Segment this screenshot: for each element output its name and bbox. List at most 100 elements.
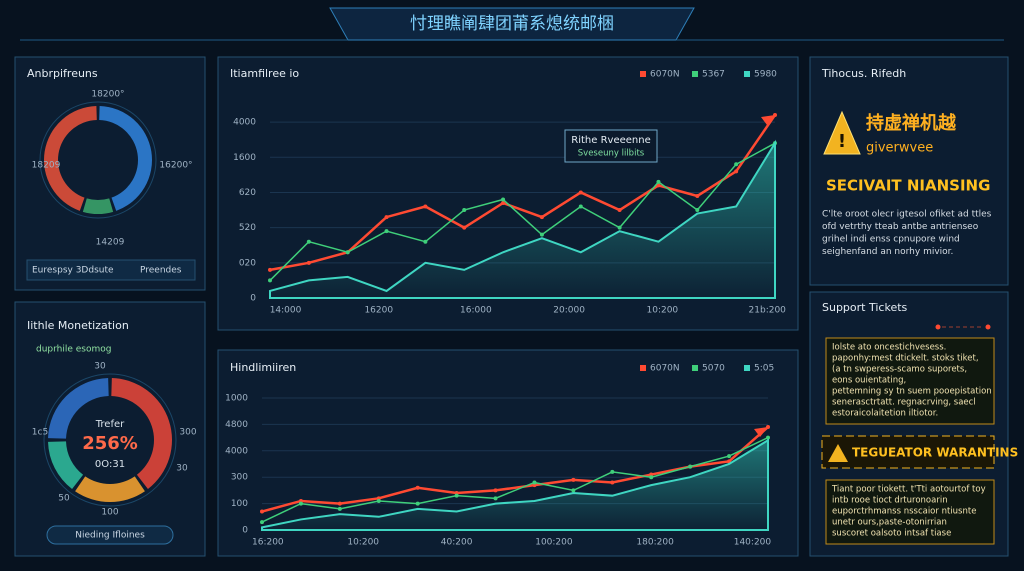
pie-slice [75, 476, 145, 503]
chart-title: Itiamfilree io [230, 67, 299, 80]
legend-swatch [640, 71, 646, 77]
status-dot [935, 324, 941, 330]
x-tick-label: 10:200 [347, 538, 379, 548]
point [539, 232, 544, 237]
point [337, 501, 342, 506]
ticket-box [825, 337, 995, 425]
point [617, 225, 622, 230]
status-dot [985, 324, 991, 330]
pie-slice [111, 378, 173, 490]
ring-label: 50 [58, 494, 70, 504]
point [298, 501, 303, 506]
point [337, 506, 342, 511]
point [345, 250, 350, 255]
warning-icon-mark: ! [838, 131, 846, 152]
y-tick-label: 300 [231, 473, 248, 483]
y-tick-label: 1000 [225, 394, 248, 404]
warning-strip [821, 435, 995, 469]
text-line: euporctrhmanss nsscaior ntiusnte [832, 507, 976, 517]
point [539, 215, 544, 220]
footer-label: Preendes [140, 266, 182, 276]
legend-swatch [692, 71, 698, 77]
annotation-text: Sveseuny lilbits [578, 149, 645, 159]
point [734, 169, 739, 174]
x-tick-label: 16:200 [252, 538, 284, 548]
text-line: (a tn swperess-scamo suporets, [832, 365, 967, 375]
header-title: 忖理瞧阐肆团莆系熄统邮梱 [410, 14, 614, 34]
notice-text: Tiant poor tiokett. t'Tti aotourtof toyi… [831, 485, 986, 539]
ring-label: 300 [179, 428, 196, 438]
point [532, 480, 537, 485]
text-line: ofd vetrthy tteab antbe antrienseo [822, 222, 979, 232]
center-label: Trefer [95, 419, 125, 430]
legend-label: 6070N [650, 364, 680, 374]
text-line: Tiant poor tiokett. t'Tti aotourtof toy [831, 485, 986, 495]
text-line: paponhy:mest dtickelt. stoks tiket, [832, 354, 979, 364]
ticket-text: Iolste ato oncestichvesess.paponhy:mest … [832, 343, 992, 419]
point [415, 485, 420, 490]
point [268, 278, 272, 283]
x-tick-label: 100:200 [535, 538, 573, 548]
x-tick-label: 40:200 [441, 538, 473, 548]
point [306, 239, 311, 244]
point [656, 179, 661, 184]
warning-icon [828, 444, 848, 462]
text-line: unetr ours,paste-otonirrian [832, 518, 947, 528]
text-line: senerasctrtatt. regnacrving, saecl [832, 398, 976, 408]
point [384, 229, 389, 234]
footer-bar [26, 259, 196, 281]
area [261, 438, 769, 531]
pie-slice [48, 378, 109, 439]
chart-title: Anbrpifreuns [27, 67, 98, 80]
x-tick-label: 140:200 [734, 538, 772, 548]
panel [14, 301, 206, 557]
x-tick-label: 10:200 [647, 306, 679, 316]
point [766, 435, 770, 440]
ring-label: 30 [94, 362, 106, 372]
y-tick-label: 1600 [233, 153, 256, 163]
warning-subtitle: giverwvee [866, 141, 933, 156]
button[interactable] [46, 525, 174, 545]
y-tick-label: 520 [239, 223, 256, 233]
arrow-head [761, 115, 775, 126]
point [423, 204, 428, 209]
point [610, 469, 615, 474]
annotation-box [564, 129, 658, 163]
pie-slice [99, 106, 152, 211]
ring-label: 30 [176, 464, 188, 474]
x-tick-label: 20:000 [553, 306, 585, 316]
point [571, 477, 576, 482]
ring-label: 16200° [159, 161, 192, 171]
y-tick-label: 100 [231, 499, 248, 509]
point [578, 190, 583, 195]
point [688, 464, 693, 469]
point [260, 509, 264, 514]
arrow-head [754, 427, 768, 438]
ring-label: 100 [101, 508, 118, 518]
ring-label: 14209 [96, 238, 125, 248]
text-line: estoraicolaitetion iltiotor. [832, 409, 938, 419]
point [610, 480, 615, 485]
text-line: eons ouientating, [832, 376, 906, 386]
text-line: C'lte oroot olecr igtesol ofiket ad ttle… [822, 210, 992, 220]
point [462, 225, 467, 230]
notice-box [825, 479, 995, 545]
panel-title: Tihocus. Rifedh [821, 67, 906, 80]
point [501, 197, 506, 202]
y-tick-label: 4000 [225, 446, 248, 456]
point [415, 501, 420, 506]
ring-label: 1c5 [32, 428, 48, 438]
pie-slice [44, 106, 97, 211]
y-tick-label: 620 [239, 188, 256, 198]
legend-swatch [640, 365, 646, 371]
point [571, 488, 576, 493]
point [268, 267, 272, 272]
y-tick-label: 4000 [233, 118, 256, 128]
annotation-title: Rithe Rveeenne [571, 135, 650, 146]
x-tick-label: 14:000 [270, 306, 302, 316]
x-tick-label: 16200 [364, 306, 393, 316]
point [423, 239, 428, 244]
legend-swatch [744, 71, 750, 77]
x-tick-label: 21b:200 [749, 306, 787, 316]
